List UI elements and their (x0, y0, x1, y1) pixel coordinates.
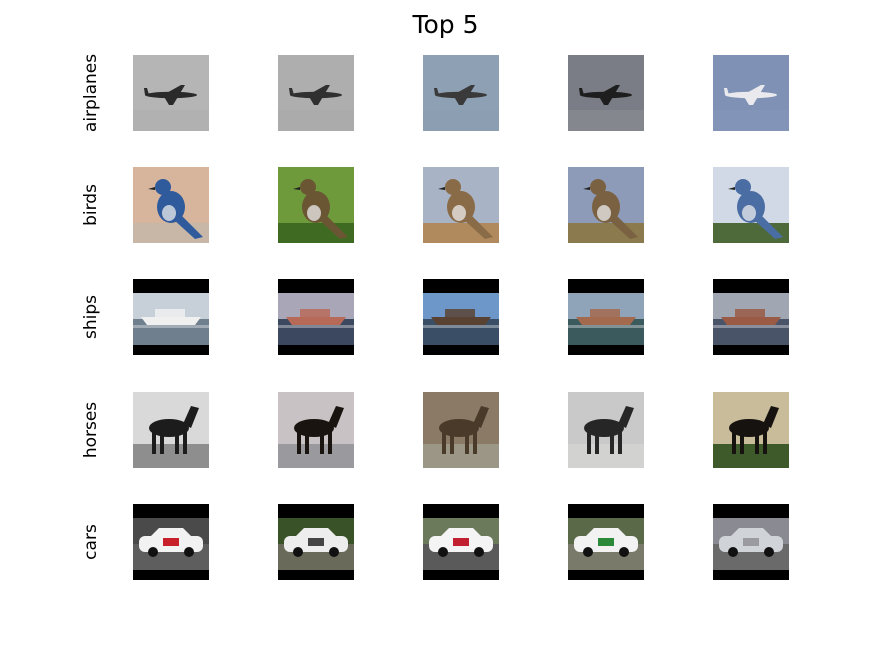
row-label-1: birds (81, 184, 101, 226)
thumbnail-cars-3 (423, 504, 499, 580)
row-label-4: cars (81, 524, 101, 560)
thumbnail-ships-5 (713, 279, 789, 355)
airliner-picture (423, 55, 499, 131)
thumbnail-horses-2 (278, 392, 354, 468)
thumbnail-birds-1 (133, 167, 209, 243)
row-label-2: ships (81, 294, 101, 340)
figure-title: Top 5 (412, 10, 479, 39)
thumbnail-horses-3 (423, 392, 499, 468)
airliner-picture (713, 55, 789, 131)
car-picture (133, 504, 209, 580)
thumbnail-cars-5 (713, 504, 789, 580)
row-label-3: horses (81, 401, 101, 459)
thumbnail-birds-2 (278, 167, 354, 243)
bird-picture (423, 167, 499, 243)
thumbnail-cars-4 (568, 504, 644, 580)
thumbnail-ships-3 (423, 279, 499, 355)
thumbnail-ships-2 (278, 279, 354, 355)
thumbnail-airplanes-5 (713, 55, 789, 131)
airliner-picture (133, 55, 209, 131)
horse-picture (133, 392, 209, 468)
thumbnail-ships-1 (133, 279, 209, 355)
horse-picture (713, 392, 789, 468)
row-label-0: airplanes (81, 53, 101, 133)
horse-picture (423, 392, 499, 468)
ship-picture (568, 279, 644, 355)
thumbnail-airplanes-4 (568, 55, 644, 131)
bird-picture (713, 167, 789, 243)
bird-picture (133, 167, 209, 243)
car-picture (423, 504, 499, 580)
airliner-picture (568, 55, 644, 131)
thumbnail-birds-4 (568, 167, 644, 243)
bird-picture (568, 167, 644, 243)
thumbnail-airplanes-3 (423, 55, 499, 131)
airliner-picture (278, 55, 354, 131)
car-picture (278, 504, 354, 580)
car-picture (568, 504, 644, 580)
thumbnail-horses-5 (713, 392, 789, 468)
car-picture (713, 504, 789, 580)
thumbnail-airplanes-1 (133, 55, 209, 131)
thumbnail-cars-1 (133, 504, 209, 580)
thumbnail-cars-2 (278, 504, 354, 580)
ship-picture (713, 279, 789, 355)
thumbnail-birds-3 (423, 167, 499, 243)
thumbnail-horses-4 (568, 392, 644, 468)
ship-picture (278, 279, 354, 355)
thumbnail-airplanes-2 (278, 55, 354, 131)
horse-picture (568, 392, 644, 468)
thumbnail-horses-1 (133, 392, 209, 468)
thumbnail-ships-4 (568, 279, 644, 355)
ship-picture (133, 279, 209, 355)
horse-picture (278, 392, 354, 468)
thumbnail-birds-5 (713, 167, 789, 243)
bird-picture (278, 167, 354, 243)
ship-picture (423, 279, 499, 355)
